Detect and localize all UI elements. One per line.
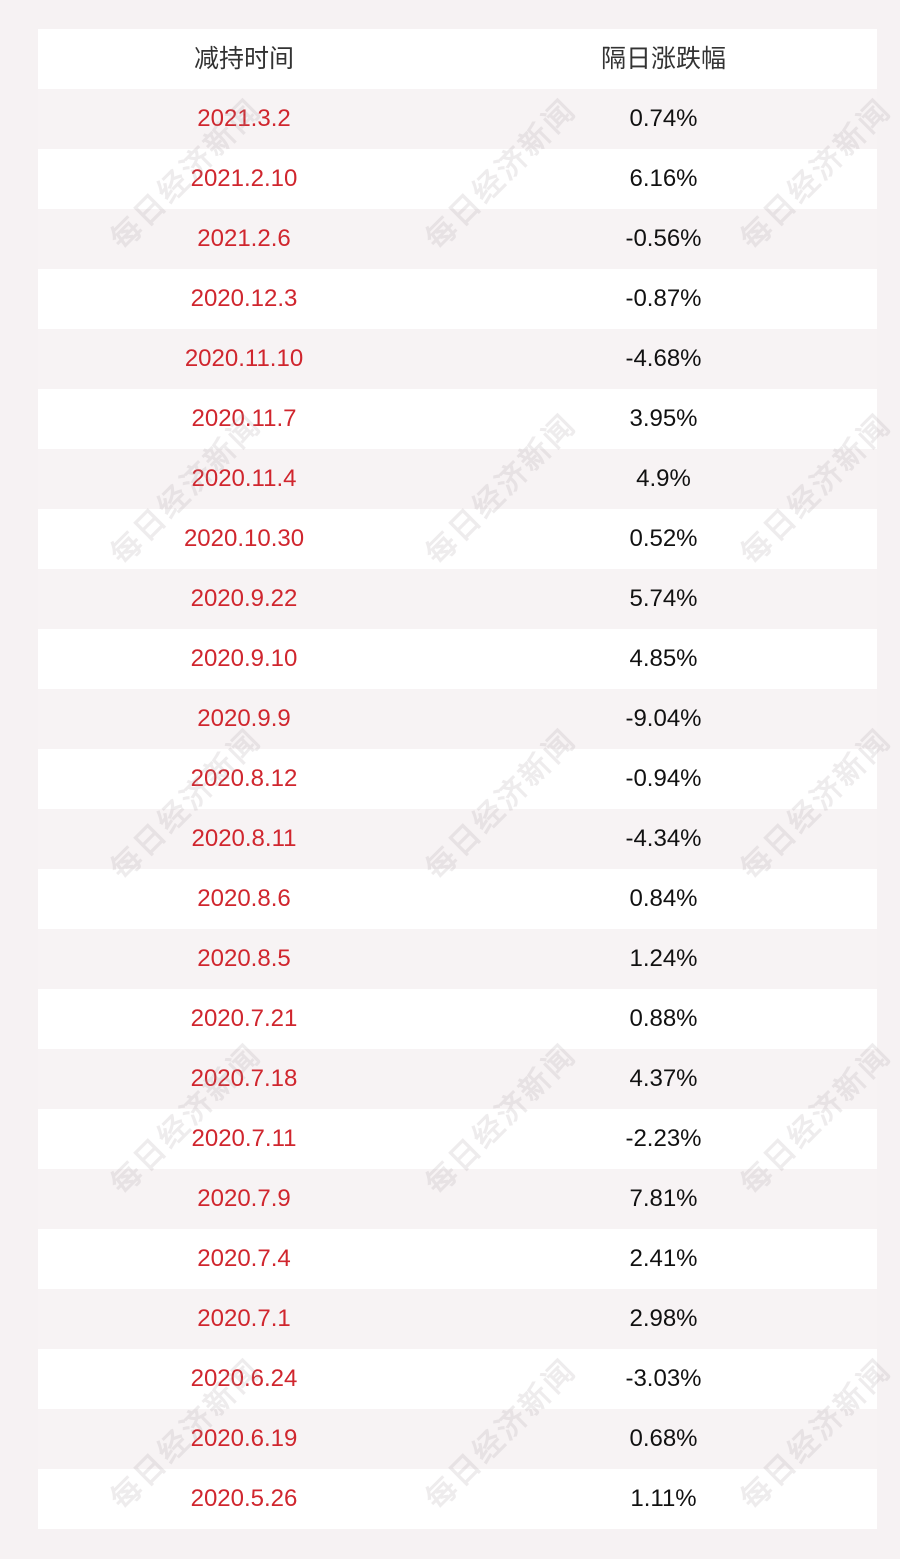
reduction-date-cell: 2020.10.30	[183, 525, 305, 552]
table-row: 2020.9.9 -9.04%	[38, 689, 877, 749]
reduction-date-cell: 2020.11.7	[191, 405, 297, 432]
reduction-date-cell: 2020.9.9	[197, 705, 291, 732]
table-row: 2020.5.26 1.11%	[38, 1469, 877, 1529]
reduction-date-cell: 2020.11.10	[184, 345, 304, 372]
table-row: 2020.8.5 1.24%	[38, 929, 877, 989]
table-row: 2020.7.21 0.88%	[38, 989, 877, 1049]
reduction-date-cell: 2021.3.2	[197, 105, 291, 132]
next-day-change-cell: 5.74%	[629, 585, 698, 612]
reduction-date-cell: 2020.7.9	[197, 1185, 291, 1212]
reduction-date-cell: 2020.5.26	[190, 1485, 298, 1512]
reduction-date-cell: 2020.12.3	[190, 285, 298, 312]
next-day-change-cell: 2.41%	[629, 1245, 698, 1272]
table-row: 2020.8.12 -0.94%	[38, 749, 877, 809]
table-row: 2020.9.10 4.85%	[38, 629, 877, 689]
table-row: 2020.10.30 0.52%	[38, 509, 877, 569]
next-day-change-cell: 0.68%	[629, 1425, 698, 1452]
reduction-date-cell: 2020.7.1	[197, 1305, 291, 1332]
table-row: 2020.11.10 -4.68%	[38, 329, 877, 389]
reduction-date-cell: 2020.8.5	[197, 945, 291, 972]
reduction-date-cell: 2020.11.4	[191, 465, 297, 492]
next-day-change-cell: 1.24%	[629, 945, 698, 972]
table-row: 2020.7.9 7.81%	[38, 1169, 877, 1229]
reduction-date-cell: 2020.9.10	[190, 645, 298, 672]
table-row: 2020.11.4 4.9%	[38, 449, 877, 509]
next-day-change-cell: -0.56%	[625, 225, 702, 252]
next-day-change-cell: -9.04%	[625, 705, 702, 732]
next-day-change-cell: 4.9%	[636, 465, 691, 492]
reduction-date-cell: 2020.8.12	[190, 765, 298, 792]
next-day-change-cell: 4.37%	[629, 1065, 698, 1092]
next-day-change-cell: 0.74%	[629, 105, 698, 132]
table-row: 2021.3.2 0.74%	[38, 89, 877, 149]
next-day-change-cell: -4.68%	[625, 345, 702, 372]
table-row: 2020.9.22 5.74%	[38, 569, 877, 629]
table-row: 2020.8.6 0.84%	[38, 869, 877, 929]
next-day-change-cell: 3.95%	[629, 405, 698, 432]
next-day-change-cell: -3.03%	[625, 1365, 702, 1392]
reduction-date-cell: 2020.6.24	[190, 1365, 298, 1392]
next-day-change-cell: -4.34%	[625, 825, 702, 852]
header-next-day-change: 隔日涨跌幅	[600, 45, 726, 73]
next-day-change-cell: 0.88%	[629, 1005, 698, 1032]
reduction-date-cell: 2020.7.11	[191, 1125, 297, 1152]
table-row: 2021.2.10 6.16%	[38, 149, 877, 209]
next-day-change-cell: 7.81%	[629, 1185, 698, 1212]
reduction-table: 减持时间 隔日涨跌幅 2021.3.2 0.74% 2021.2.10 6.16% 20…	[38, 29, 877, 1529]
next-day-change-cell: -0.94%	[625, 765, 702, 792]
reduction-date-cell: 2020.8.6	[197, 885, 291, 912]
reduction-date-cell: 2020.7.4	[197, 1245, 291, 1272]
table-header: 减持时间 隔日涨跌幅	[38, 29, 877, 89]
next-day-change-cell: 2.98%	[629, 1305, 698, 1332]
next-day-change-cell: 0.52%	[629, 525, 698, 552]
table-row: 2021.2.6 -0.56%	[38, 209, 877, 269]
reduction-date-cell: 2020.7.21	[190, 1005, 298, 1032]
reduction-date-cell: 2021.2.10	[190, 165, 298, 192]
header-reduction-date: 减持时间	[193, 45, 294, 73]
next-day-change-cell: 0.84%	[629, 885, 698, 912]
table-row: 2020.6.19 0.68%	[38, 1409, 877, 1469]
table-row: 2020.7.1 2.98%	[38, 1289, 877, 1349]
table-row: 2020.8.11 -4.34%	[38, 809, 877, 869]
next-day-change-cell: 4.85%	[629, 645, 698, 672]
next-day-change-cell: -2.23%	[625, 1125, 702, 1152]
next-day-change-cell: -0.87%	[625, 285, 702, 312]
table-row: 2020.7.18 4.37%	[38, 1049, 877, 1109]
reduction-date-cell: 2020.7.18	[190, 1065, 298, 1092]
table-row: 2020.6.24 -3.03%	[38, 1349, 877, 1409]
reduction-date-cell: 2020.9.22	[190, 585, 298, 612]
next-day-change-cell: 1.11%	[630, 1485, 697, 1512]
table-row: 2020.7.4 2.41%	[38, 1229, 877, 1289]
next-day-change-cell: 6.16%	[629, 165, 698, 192]
table-row: 2020.7.11 -2.23%	[38, 1109, 877, 1169]
reduction-date-cell: 2020.8.11	[191, 825, 297, 852]
reduction-date-cell: 2020.6.19	[190, 1425, 298, 1452]
table-row: 2020.11.7 3.95%	[38, 389, 877, 449]
reduction-date-cell: 2021.2.6	[197, 225, 291, 252]
table-row: 2020.12.3 -0.87%	[38, 269, 877, 329]
table-body: 2021.3.2 0.74% 2021.2.10 6.16% 2021.2.6 -0.56…	[38, 89, 877, 1529]
